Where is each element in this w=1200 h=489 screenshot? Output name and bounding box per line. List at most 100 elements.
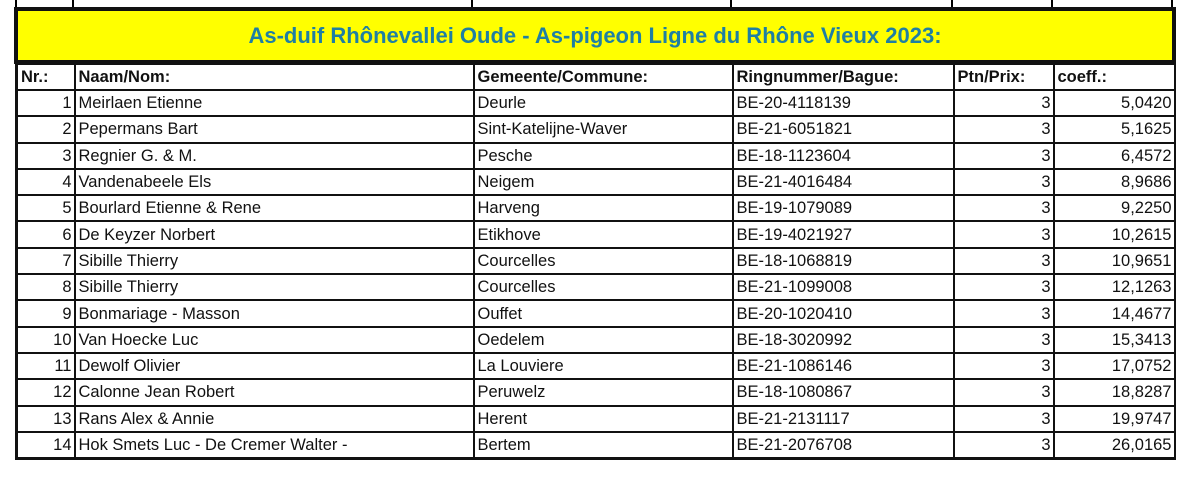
- cell-ring: BE-18-1080867: [731, 378, 955, 407]
- cell-coeff: 6,4572: [1052, 141, 1176, 170]
- table-row: 7 Sibille Thierry Courcelles BE-18-1068819 3…: [15, 246, 1176, 276]
- cell-commune: La Louviere: [472, 351, 734, 381]
- table-row: 2 Pepermans Bart Sint-Katelijne-Waver BE-21…: [15, 115, 1176, 144]
- cell-nr: 10: [15, 325, 76, 354]
- cell-coeff: 8,9686: [1052, 167, 1176, 197]
- cell-coeff: 19,9747: [1052, 404, 1176, 433]
- cell-ptn: 3: [952, 273, 1055, 302]
- cell-name: Regnier G. & M.: [73, 141, 475, 170]
- table-row: 10 Van Hoecke Luc Oedelem BE-18-3020992 3 15,…: [15, 325, 1176, 354]
- cell-commune: Courcelles: [472, 246, 734, 276]
- grid-line: [730, 0, 732, 8]
- cell-name: Van Hoecke Luc: [73, 325, 475, 354]
- cell-name: Pepermans Bart: [73, 115, 475, 144]
- cell-ring: BE-21-2076708: [731, 430, 955, 460]
- cell-commune: Harveng: [472, 194, 734, 223]
- cell-ptn: 3: [952, 141, 1055, 170]
- cell-ptn: 3: [952, 88, 1055, 118]
- cell-commune: Courcelles: [472, 273, 734, 302]
- table-row: 12 Calonne Jean Robert Peruwelz BE-18-10808…: [15, 378, 1176, 407]
- cell-ptn: 3: [952, 246, 1055, 276]
- cell-ring: BE-18-1068819: [731, 246, 955, 276]
- cell-nr: 11: [15, 351, 76, 381]
- cell-coeff: 5,0420: [1052, 88, 1176, 118]
- cell-commune: Sint-Katelijne-Waver: [472, 115, 734, 144]
- grid-line: [951, 0, 953, 8]
- cell-name: Sibille Thierry: [73, 246, 475, 276]
- header-ring: Ringnummer/Bague:: [731, 63, 955, 91]
- cell-ring: BE-21-1099008: [731, 273, 955, 302]
- cell-nr: 3: [15, 141, 76, 170]
- table-row: 11 Dewolf Olivier La Louviere BE-21-1086146…: [15, 351, 1176, 381]
- cell-nr: 12: [15, 378, 76, 407]
- header-commune: Gemeente/Commune:: [472, 63, 734, 91]
- cell-commune: Oedelem: [472, 325, 734, 354]
- cell-commune: Bertem: [472, 430, 734, 460]
- grid-line: [15, 0, 17, 8]
- cell-nr: 9: [15, 299, 76, 328]
- table-row: 8 Sibille Thierry Courcelles BE-21-1099008 3…: [15, 273, 1176, 302]
- cell-commune: Deurle: [472, 88, 734, 118]
- table-row: 13 Rans Alex & Annie Herent BE-21-2131117 3 1…: [15, 404, 1176, 433]
- grid-line: [1171, 0, 1173, 8]
- header-ptn: Ptn/Prix:: [952, 63, 1055, 91]
- cell-nr: 7: [15, 246, 76, 276]
- cell-ring: BE-21-1086146: [731, 351, 955, 381]
- cell-coeff: 18,8287: [1052, 378, 1176, 407]
- cell-nr: 8: [15, 273, 76, 302]
- cell-nr: 13: [15, 404, 76, 433]
- cell-ptn: 3: [952, 194, 1055, 223]
- cell-ring: BE-20-4118139: [731, 88, 955, 118]
- cell-name: Meirlaen Etienne: [73, 88, 475, 118]
- cell-coeff: 5,1625: [1052, 115, 1176, 144]
- grid-line: [1051, 0, 1053, 8]
- cell-name: De Keyzer Norbert: [73, 220, 475, 249]
- cell-name: Calonne Jean Robert: [73, 378, 475, 407]
- cell-nr: 14: [15, 430, 76, 460]
- cell-commune: Neigem: [472, 167, 734, 197]
- cell-coeff: 17,0752: [1052, 351, 1176, 381]
- cell-commune: Peruwelz: [472, 378, 734, 407]
- cell-ring: BE-18-3020992: [731, 325, 955, 354]
- cell-coeff: 26,0165: [1052, 430, 1176, 460]
- cell-name: Bourlard Etienne & Rene: [73, 194, 475, 223]
- cell-ring: BE-18-1123604: [731, 141, 955, 170]
- cell-nr: 5: [15, 194, 76, 223]
- header-coeff: coeff.:: [1052, 63, 1176, 91]
- cell-ring: BE-21-4016484: [731, 167, 955, 197]
- table-row: 9 Bonmariage - Masson Ouffet BE-20-1020410 3…: [15, 299, 1176, 328]
- cell-ring: BE-19-4021927: [731, 220, 955, 249]
- cell-coeff: 12,1263: [1052, 273, 1176, 302]
- table-row: 4 Vandenabeele Els Neigem BE-21-4016484 3 8,9…: [15, 167, 1176, 197]
- cell-name: Vandenabeele Els: [73, 167, 475, 197]
- cell-name: Hok Smets Luc - De Cremer Walter -: [73, 430, 475, 460]
- table-row: 3 Regnier G. & M. Pesche BE-18-1123604 3 6,45…: [15, 141, 1176, 170]
- cell-ptn: 3: [952, 378, 1055, 407]
- cell-ring: BE-19-1079089: [731, 194, 955, 223]
- cell-coeff: 10,2615: [1052, 220, 1176, 249]
- cell-name: Bonmariage - Masson: [73, 299, 475, 328]
- cell-ptn: 3: [952, 404, 1055, 433]
- cell-name: Sibille Thierry: [73, 273, 475, 302]
- header-name: Naam/Nom:: [73, 63, 475, 91]
- cell-ptn: 3: [952, 325, 1055, 354]
- results-table: Nr.: Naam/Nom: Gemeente/Commune: Ringnum…: [15, 63, 1176, 461]
- cell-ptn: 3: [952, 167, 1055, 197]
- cell-coeff: 10,9651: [1052, 246, 1176, 276]
- cell-name: Rans Alex & Annie: [73, 404, 475, 433]
- grid-line: [72, 0, 74, 8]
- cell-commune: Pesche: [472, 141, 734, 170]
- cell-commune: Herent: [472, 404, 734, 433]
- cell-nr: 6: [15, 220, 76, 249]
- cell-ring: BE-21-2131117: [731, 404, 955, 433]
- cell-ptn: 3: [952, 115, 1055, 144]
- table-row: 5 Bourlard Etienne & Rene Harveng BE-19-107…: [15, 194, 1176, 223]
- table-row: 1 Meirlaen Etienne Deurle BE-20-4118139 3 5,0…: [15, 88, 1176, 118]
- cell-ptn: 3: [952, 220, 1055, 249]
- header-nr: Nr.:: [15, 63, 76, 91]
- cell-coeff: 9,2250: [1052, 194, 1176, 223]
- cell-coeff: 15,3413: [1052, 325, 1176, 354]
- cell-coeff: 14,4677: [1052, 299, 1176, 328]
- cell-ptn: 3: [952, 351, 1055, 381]
- cell-ptn: 3: [952, 299, 1055, 328]
